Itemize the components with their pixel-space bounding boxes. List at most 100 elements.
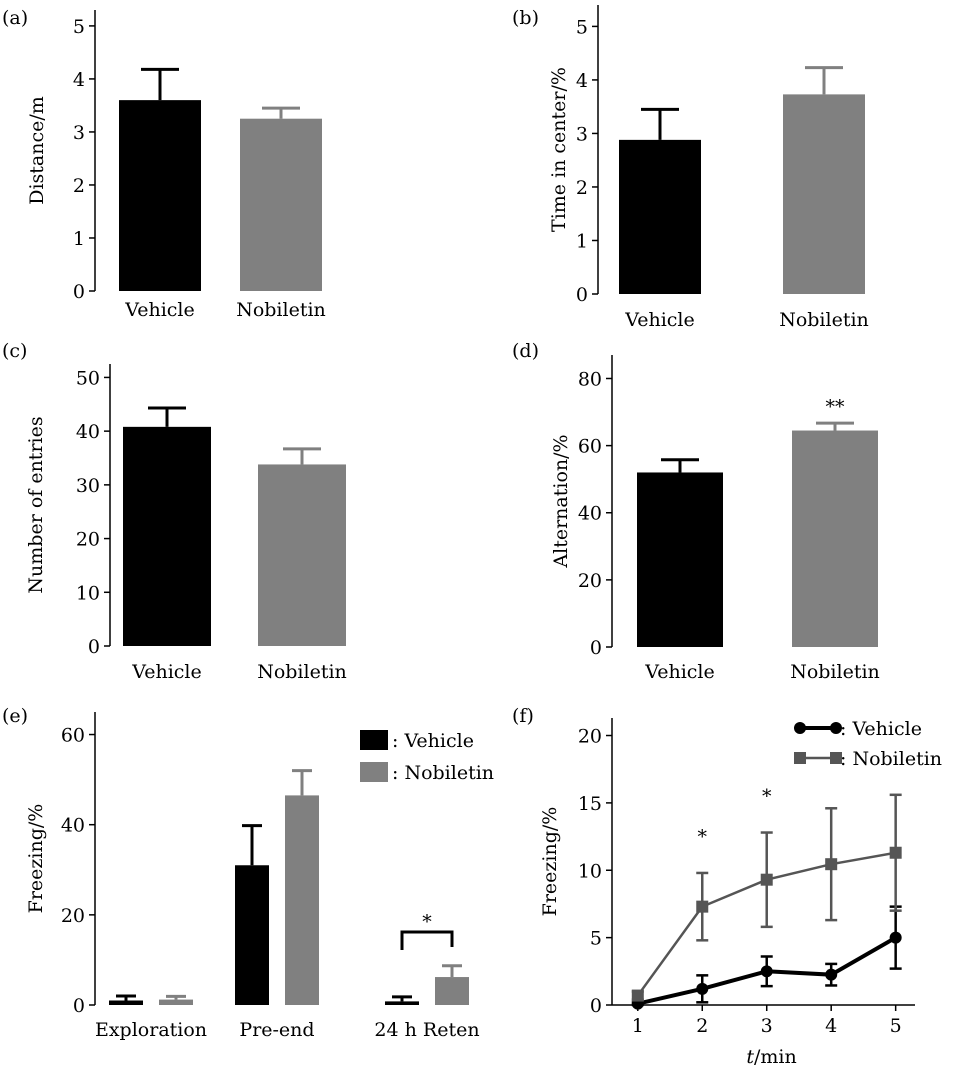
y-tick-label: 5 xyxy=(73,16,85,38)
y-tick-label: 2 xyxy=(73,175,85,197)
y-tick-label: 2 xyxy=(576,177,588,199)
x-tick-label: Nobiletin xyxy=(257,661,347,683)
x-axis-label-var: t xyxy=(746,1046,754,1068)
significance-marker: * xyxy=(762,786,772,808)
panel-1: (b) 0 1 2 3 4 5 Time in center/% Vehicle Nobileti… xyxy=(512,5,869,331)
y-axis-label: Alternation/% xyxy=(550,434,572,568)
x-tick-label: 1 xyxy=(632,1015,644,1037)
x-tick-label: Nobiletin xyxy=(790,661,880,683)
x-tick-label: Exploration xyxy=(95,1019,207,1041)
x-tick-label: Vehicle xyxy=(624,309,695,331)
data-point xyxy=(825,968,838,981)
data-point xyxy=(889,931,902,944)
x-tick-label: 2 xyxy=(696,1015,708,1037)
data-point xyxy=(696,900,709,913)
x-tick-label: 5 xyxy=(890,1015,902,1037)
y-tick-label: 10 xyxy=(76,582,100,604)
data-point xyxy=(825,858,838,871)
panel-0: (a) 0 1 2 3 4 5 Distance/m Vehicle Nobiletin xyxy=(2,7,326,321)
panel-label: (b) xyxy=(512,7,539,29)
panel-label: (c) xyxy=(2,340,27,362)
x-tick-label: Vehicle xyxy=(124,299,195,321)
y-tick-label: 40 xyxy=(578,503,602,525)
legend-marker xyxy=(794,752,806,764)
y-tick-label: 10 xyxy=(578,860,602,882)
y-tick-label: 0 xyxy=(590,995,602,1017)
y-tick-label: 5 xyxy=(590,928,602,950)
y-tick-label: 4 xyxy=(73,69,85,91)
bar xyxy=(123,426,211,646)
bar xyxy=(258,464,346,646)
legend-label: : Vehicle xyxy=(840,718,922,740)
y-tick-label: 50 xyxy=(76,367,100,389)
y-tick-label: 60 xyxy=(61,725,85,747)
y-tick-label: 1 xyxy=(576,230,588,252)
y-tick-label: 0 xyxy=(73,281,85,303)
legend-swatch xyxy=(360,762,388,782)
legend-swatch xyxy=(360,730,388,750)
x-tick-label: 4 xyxy=(825,1015,837,1037)
y-tick-label: 0 xyxy=(590,637,602,659)
y-tick-label: 20 xyxy=(578,726,602,748)
bar xyxy=(619,139,701,294)
data-point xyxy=(889,846,902,859)
y-axis-label: Freezing/% xyxy=(539,807,561,917)
y-tick-label: 40 xyxy=(76,421,100,443)
x-tick-label: Nobiletin xyxy=(779,309,869,331)
panel-label: (e) xyxy=(2,705,28,727)
x-tick-label: 3 xyxy=(761,1015,773,1037)
data-point xyxy=(760,873,773,886)
y-tick-label: 3 xyxy=(576,123,588,145)
panel-4: (e) 0 20 40 60 Freezing/% Exploration Pre-end 24… xyxy=(2,705,494,1041)
y-tick-label: 4 xyxy=(576,70,588,92)
bar xyxy=(435,977,469,1005)
bar xyxy=(109,1000,143,1005)
legend-label: : Nobiletin xyxy=(392,762,494,784)
data-point xyxy=(760,965,773,978)
y-tick-label: 15 xyxy=(578,793,602,815)
y-tick-label: 80 xyxy=(578,368,602,390)
bar xyxy=(385,1001,419,1005)
bar xyxy=(240,118,322,291)
y-tick-label: 60 xyxy=(578,436,602,458)
y-axis-label: Number of entries xyxy=(25,416,47,593)
bar xyxy=(637,472,723,647)
x-axis-label: t/min xyxy=(746,1046,796,1068)
y-axis-label: Freezing/% xyxy=(25,804,47,914)
y-axis-label: Distance/m xyxy=(26,96,48,205)
y-tick-label: 20 xyxy=(61,905,85,927)
x-tick-label: Pre-end xyxy=(239,1019,314,1041)
significance-bracket xyxy=(400,930,454,950)
y-axis-label: Time in center/% xyxy=(548,67,570,232)
legend-marker xyxy=(830,752,842,764)
panel-2: (c) 0 10 20 30 40 50 Number of entries Vehicle No… xyxy=(2,340,347,683)
panel-label: (f) xyxy=(512,705,534,727)
panel-label: (a) xyxy=(2,7,28,29)
y-tick-label: 0 xyxy=(576,284,588,306)
y-tick-label: 5 xyxy=(576,16,588,38)
significance-marker: ** xyxy=(826,396,846,418)
bar xyxy=(159,999,193,1005)
data-point xyxy=(696,982,709,995)
x-tick-label: Vehicle xyxy=(644,661,715,683)
bar xyxy=(783,94,865,295)
x-tick-label: Vehicle xyxy=(131,661,202,683)
y-tick-label: 3 xyxy=(73,122,85,144)
x-tick-label: 24 h Reten xyxy=(374,1019,479,1041)
bar xyxy=(119,100,201,291)
x-axis-label-unit: /min xyxy=(754,1046,797,1068)
significance-marker: * xyxy=(422,911,432,933)
panel-3: (d) 0 20 40 60 80 Alternation/% Vehicle Nobileti… xyxy=(512,340,880,683)
y-tick-label: 0 xyxy=(88,636,100,658)
y-tick-label: 40 xyxy=(61,815,85,837)
legend-marker xyxy=(794,722,806,734)
y-tick-label: 0 xyxy=(73,995,85,1017)
bar xyxy=(235,865,269,1005)
y-tick-label: 20 xyxy=(76,529,100,551)
y-tick-label: 20 xyxy=(578,570,602,592)
significance-marker: * xyxy=(698,826,708,848)
legend-marker xyxy=(830,722,842,734)
legend-label: : Vehicle xyxy=(392,730,474,752)
panel-label: (d) xyxy=(512,340,539,362)
